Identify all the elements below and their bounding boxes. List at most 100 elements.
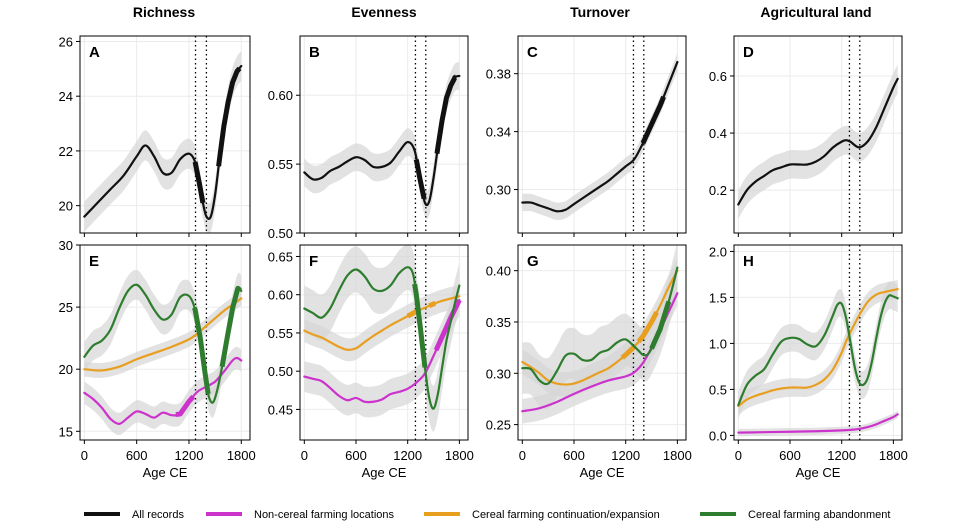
y-tick-label: 0.4 <box>709 126 727 141</box>
legend-label-continuation: Cereal farming continuation/expansion <box>472 509 660 521</box>
panel-E: 15 20 25 30 0 600 1200 1800 Age CE E <box>59 238 256 480</box>
panel-letter: D <box>743 44 754 61</box>
legend-label-noncereal: Non-cereal farming locations <box>254 509 395 521</box>
x-axis-label: Age CE <box>580 465 625 480</box>
x-tick-label: 0 <box>301 448 308 463</box>
series-line-abandonment <box>737 294 899 407</box>
x-tick-label: 1200 <box>827 448 856 463</box>
panel-C: 0.30 0.34 0.38 C <box>486 35 687 237</box>
confidence-band-all <box>738 64 898 219</box>
panel-letter: A <box>89 44 100 61</box>
x-tick-label: 1800 <box>227 448 256 463</box>
panel-title-evenness: Evenness <box>351 4 417 20</box>
panel-letter: H <box>743 253 754 270</box>
y-tick-label: 15 <box>59 424 73 439</box>
confidence-band-noncereal <box>84 346 242 436</box>
series-line-all <box>737 77 899 206</box>
y-tick-label: 0.55 <box>268 326 293 341</box>
x-axis-label: Age CE <box>796 465 841 480</box>
x-tick-label: 600 <box>563 448 585 463</box>
confidence-band-continuation <box>84 290 242 378</box>
confidence-band-continuation <box>738 279 898 416</box>
y-tick-label: 0.55 <box>268 157 293 172</box>
series-line-continuation <box>83 297 243 372</box>
plot-area <box>83 36 243 233</box>
y-tick-label: 0.60 <box>268 88 293 103</box>
panel-F: 0.45 0.50 0.55 0.60 0.65 0 600 1200 1800 Age CE F <box>268 244 474 480</box>
y-tick-label: 24 <box>59 89 73 104</box>
panel-B: 0.50 0.55 0.60 B <box>268 35 469 241</box>
panel-frame <box>79 244 251 441</box>
confidence-band-abandonment <box>738 281 898 419</box>
panel-G: 0.25 0.30 0.35 0.40 0 600 1200 1800 Age CE G <box>486 244 692 480</box>
confidence-band-abandonment <box>304 245 460 432</box>
y-tick-label: 0.38 <box>486 67 511 82</box>
significant-segment-continuation <box>428 300 437 309</box>
panel-title-turnover: Turnover <box>570 4 630 20</box>
significant-segment-abandonment <box>191 306 211 395</box>
panel-letter: C <box>527 44 538 61</box>
panel-title-agricultural-land: Agricultural land <box>760 4 871 20</box>
y-tick-label: 1.0 <box>709 336 727 351</box>
significant-segment-all <box>216 66 242 167</box>
y-tick-label: 20 <box>59 199 73 214</box>
panel-frame <box>733 244 903 441</box>
y-tick-label: 20 <box>59 362 73 377</box>
significant-segment-abandonment <box>219 285 242 368</box>
y-tick-label: 0.35 <box>486 315 511 330</box>
panel-frame <box>299 244 469 441</box>
y-tick-label: 0.40 <box>486 264 511 279</box>
x-tick-label: 0 <box>735 448 742 463</box>
panel-frame <box>79 35 251 234</box>
series-line-noncereal <box>83 356 243 425</box>
plot-area <box>303 245 462 440</box>
x-axis-label: Age CE <box>143 465 188 480</box>
panel-A: 20 22 24 26 A <box>59 34 251 237</box>
y-tick-label: 26 <box>59 34 73 49</box>
y-tick-label: 0.25 <box>486 418 511 433</box>
series-line-continuation <box>737 288 899 408</box>
y-tick-label: 0.65 <box>268 249 293 264</box>
y-tick-label: 0.0 <box>709 428 727 443</box>
confidence-band-noncereal <box>304 284 460 418</box>
x-tick-label: 600 <box>345 448 367 463</box>
y-tick-label: 30 <box>59 238 73 253</box>
series-line-noncereal <box>737 413 899 434</box>
significant-segment-abandonment <box>649 300 672 350</box>
x-tick-label: 1800 <box>663 448 692 463</box>
series-line-noncereal <box>303 298 461 404</box>
y-tick-label: 0.45 <box>268 402 293 417</box>
significant-segment-noncereal <box>175 394 196 418</box>
panel-frame <box>733 35 903 234</box>
confidence-band-continuation <box>304 284 460 362</box>
confidence-band-abandonment <box>84 269 242 418</box>
y-tick-label: 22 <box>59 144 73 159</box>
y-tick-label: 0.30 <box>486 366 511 381</box>
legend: All records Non-cereal farming locations… <box>84 509 890 521</box>
significant-segment-all <box>640 95 666 145</box>
x-tick-label: 1800 <box>445 448 474 463</box>
y-tick-label: 0.34 <box>486 125 511 140</box>
series-line-abandonment <box>521 266 679 386</box>
significant-segment-continuation <box>636 310 659 344</box>
plot-area <box>521 36 679 233</box>
panel-D: 0.2 0.4 0.6 D <box>709 35 903 237</box>
panels-group: 20222426A0.500.550.60B0.300.340.38C0.20.… <box>59 34 908 480</box>
x-tick-label: 1800 <box>879 448 908 463</box>
x-tick-label: 1200 <box>611 448 640 463</box>
y-tick-label: 25 <box>59 300 73 315</box>
series-line-abandonment <box>303 266 461 410</box>
significant-segment-all <box>434 74 458 155</box>
panel-frame <box>299 35 469 234</box>
panel-H: 0.0 0.5 1.0 1.5 2.0 0 600 1200 1800 Age CE H <box>709 244 908 480</box>
significant-segment-all <box>413 159 427 200</box>
plot-area <box>737 245 899 440</box>
plot-area <box>303 36 461 233</box>
confidence-band-all <box>84 51 242 233</box>
plot-area <box>521 245 679 440</box>
y-tick-label: 0.50 <box>268 364 293 379</box>
x-tick-label: 1200 <box>393 448 422 463</box>
y-tick-label: 0.2 <box>709 183 727 198</box>
y-tick-label: 0.5 <box>709 382 727 397</box>
plot-area <box>737 36 899 233</box>
